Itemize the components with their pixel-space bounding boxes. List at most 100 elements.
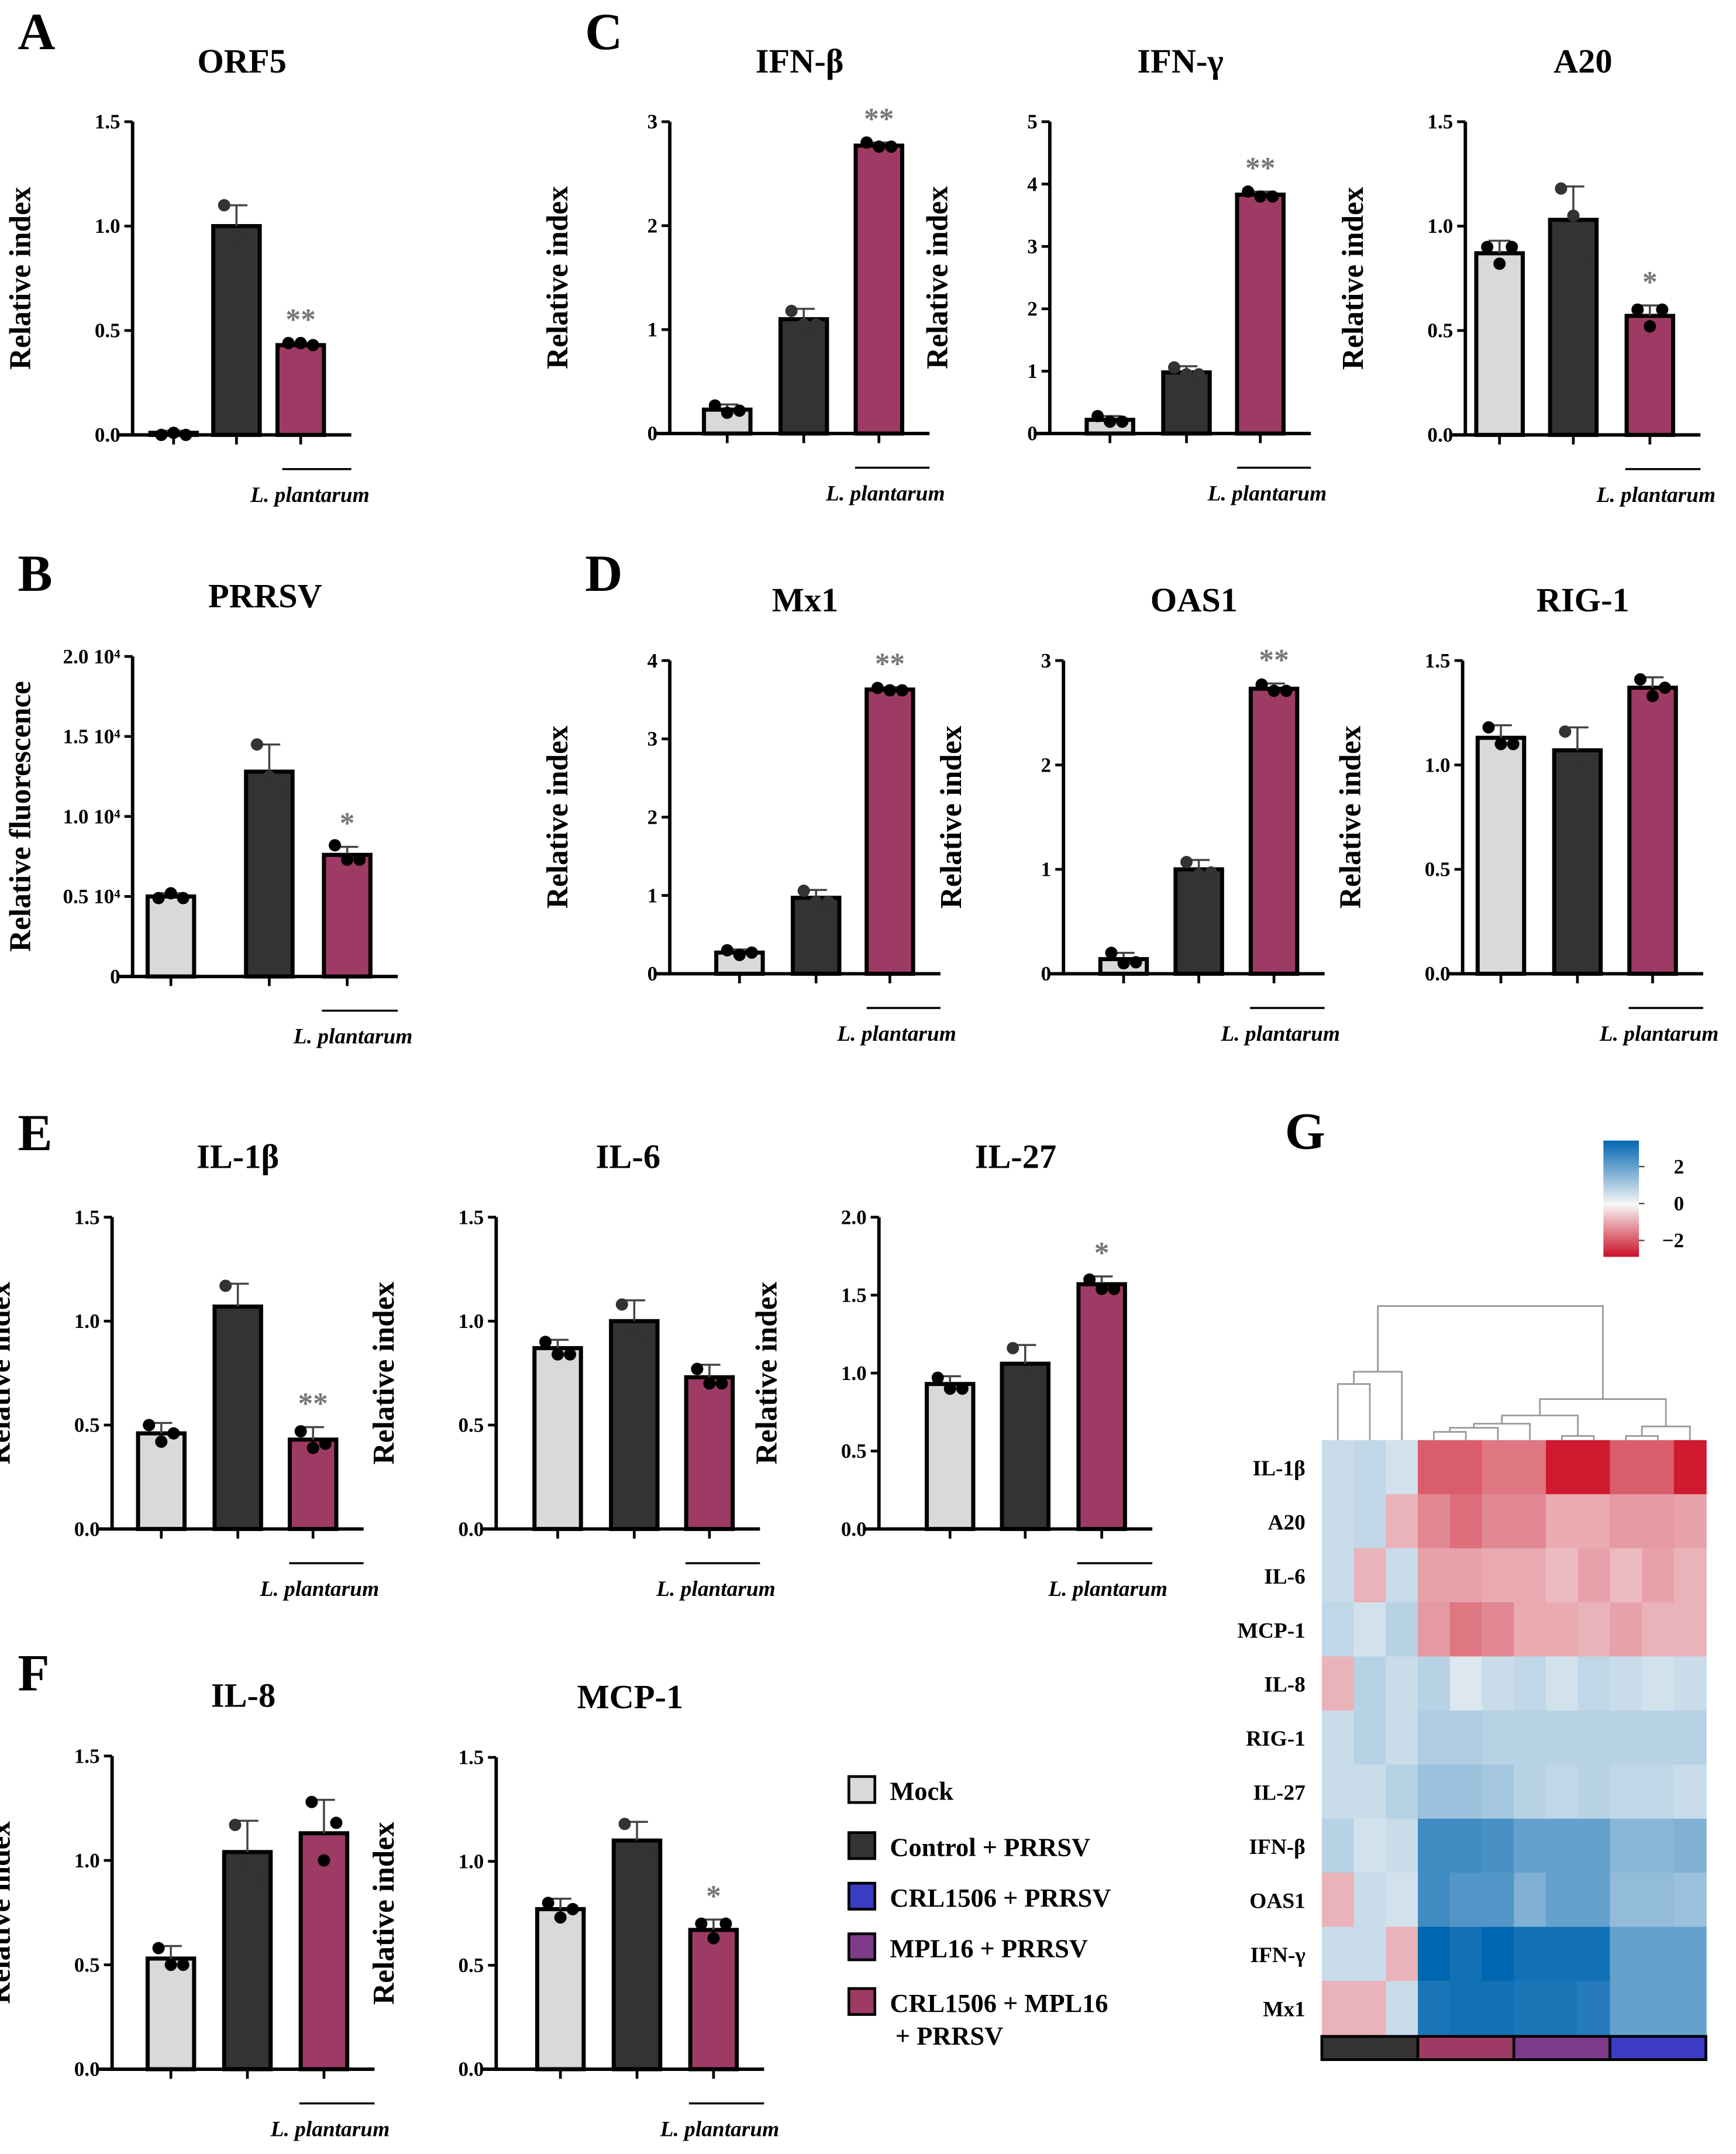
chart-panel-IL-6: IL-6 Relative index 0.0 0.5 1.0 1.5 L. plantar… bbox=[367, 1137, 776, 1601]
heatmap-row-label: OAS1 bbox=[1249, 1890, 1306, 1914]
y-axis-label: Relative index bbox=[367, 1822, 401, 2005]
heatmap-cell bbox=[1321, 1981, 1355, 2036]
heatmap-row-label: RIG-1 bbox=[1246, 1727, 1306, 1751]
heatmap-cell bbox=[1482, 1710, 1515, 1766]
chart-panel-IL-1β: E IL-1β Relative index 0.0 0.5 1.0 1.5 ** L. pla… bbox=[0, 1104, 379, 1601]
heatmap-cell bbox=[1610, 1764, 1643, 1819]
heatmap-cell bbox=[1449, 1602, 1483, 1657]
legend-label: Mock bbox=[890, 1777, 953, 1806]
heatmap-cell bbox=[1610, 1981, 1643, 2036]
data-point bbox=[628, 1323, 640, 1336]
significance-marker: * bbox=[340, 807, 355, 840]
y-tick-label: 1.0 bbox=[74, 1849, 100, 1872]
legend-item: CRL1506 + MPL16 + PRRSV bbox=[847, 1987, 1108, 2050]
heatmap-cell bbox=[1482, 1494, 1515, 1549]
heatmap-cell bbox=[1577, 1981, 1611, 2036]
significance-marker: ** bbox=[864, 102, 894, 136]
data-point bbox=[895, 684, 908, 697]
significance-marker: * bbox=[1642, 266, 1658, 299]
y-tick-label: 1 bbox=[647, 884, 658, 907]
data-point bbox=[241, 1858, 254, 1871]
heatmap-row-label: IFN-γ bbox=[1251, 1943, 1306, 1967]
y-tick-label: 1.0 bbox=[458, 1310, 484, 1333]
legend-item: CRL1506 + PRRSV bbox=[847, 1881, 1111, 1912]
legend-item: Mock bbox=[847, 1775, 953, 1806]
treatment-label: L. plantarum bbox=[270, 2118, 390, 2142]
data-point bbox=[1083, 1273, 1096, 1286]
heatmap-cell bbox=[1577, 1440, 1611, 1495]
heatmap-cell bbox=[1418, 1981, 1451, 2036]
data-point bbox=[275, 786, 288, 799]
dendrogram-branch bbox=[1337, 1383, 1371, 1440]
y-axis-label: Relative index bbox=[750, 1281, 783, 1464]
data-point bbox=[1583, 759, 1596, 772]
legend-swatch bbox=[847, 1932, 877, 1962]
data-point bbox=[797, 318, 810, 331]
heatmap-cell bbox=[1321, 1926, 1355, 1982]
data-point bbox=[1559, 725, 1572, 738]
heatmap-cell bbox=[1545, 1494, 1579, 1549]
data-point bbox=[703, 1377, 716, 1390]
heatmap-cell bbox=[1449, 1873, 1483, 1928]
data-point bbox=[1567, 209, 1580, 222]
heatmap-cell bbox=[1418, 1926, 1451, 1982]
data-point bbox=[1482, 721, 1495, 734]
y-tick-label: 5 bbox=[1027, 111, 1038, 133]
dendrogram-branch bbox=[1539, 1398, 1667, 1427]
heatmap-cell bbox=[1449, 1818, 1483, 1874]
y-tick-label: 0.5 10⁴ bbox=[63, 885, 121, 908]
chart-title: IFN-β bbox=[756, 42, 844, 80]
heatmap-cell bbox=[1610, 1818, 1643, 1874]
heatmap-cell bbox=[1642, 1494, 1675, 1549]
data-point bbox=[305, 1795, 318, 1808]
heatmap-cell bbox=[1449, 1494, 1483, 1549]
dendrogram-branch bbox=[1473, 1423, 1531, 1440]
heatmap-cell bbox=[1514, 1494, 1547, 1549]
heatmap-cell bbox=[1673, 1494, 1707, 1549]
y-tick-label: 3 bbox=[647, 111, 658, 133]
y-tick-label: 1.5 10⁴ bbox=[63, 725, 121, 748]
heatmap-cell bbox=[1642, 1926, 1675, 1982]
y-tick-label: 1.0 bbox=[841, 1362, 867, 1385]
bar-Control + PRRSV bbox=[211, 224, 262, 437]
data-point bbox=[294, 1425, 307, 1438]
heatmap-cell bbox=[1673, 1710, 1707, 1766]
chart-title: A20 bbox=[1554, 42, 1613, 80]
chart-title: IL-1β bbox=[197, 1137, 279, 1175]
y-tick-label: 1.0 bbox=[74, 1310, 100, 1333]
chart-title: MCP-1 bbox=[577, 1678, 684, 1716]
data-point bbox=[873, 140, 886, 153]
data-point bbox=[733, 404, 746, 417]
y-tick-label: 0.5 bbox=[458, 1414, 484, 1437]
treatment-label: L. plantarum bbox=[1220, 1022, 1340, 1046]
y-tick-label: 0 bbox=[647, 422, 658, 445]
treatment-label: L. plantarum bbox=[260, 1577, 380, 1601]
heatmap-cell bbox=[1673, 1926, 1707, 1982]
data-point bbox=[785, 304, 798, 317]
y-tick-label: 2.0 bbox=[841, 1206, 867, 1229]
heatmap-cell bbox=[1321, 1656, 1355, 1712]
data-point bbox=[707, 1932, 720, 1945]
y-axis-label: Relative index bbox=[0, 1281, 16, 1464]
heatmap-cell bbox=[1545, 1818, 1579, 1874]
data-point bbox=[152, 1942, 165, 1955]
data-point bbox=[1096, 1282, 1108, 1295]
data-point bbox=[695, 1917, 708, 1930]
data-point bbox=[1255, 678, 1268, 691]
treatment-label: L. plantarum bbox=[836, 1022, 956, 1046]
heatmap-cell bbox=[1418, 1818, 1451, 1874]
heatmap-cell bbox=[1482, 1548, 1515, 1604]
data-point bbox=[797, 885, 810, 897]
heatmap-cell bbox=[1577, 1873, 1611, 1928]
data-point bbox=[1506, 240, 1518, 253]
heatmap-cell bbox=[1321, 1602, 1355, 1657]
heatmap-cell bbox=[1482, 1926, 1515, 1982]
data-point bbox=[164, 887, 177, 900]
data-point bbox=[1193, 868, 1205, 881]
bar-Mock bbox=[1474, 251, 1525, 437]
heatmap-cell bbox=[1545, 1440, 1579, 1495]
heatmap-cell bbox=[1577, 1656, 1611, 1712]
heatmap-cell bbox=[1514, 1548, 1547, 1604]
data-point bbox=[1180, 368, 1193, 381]
heatmap-cell bbox=[1673, 1873, 1707, 1928]
